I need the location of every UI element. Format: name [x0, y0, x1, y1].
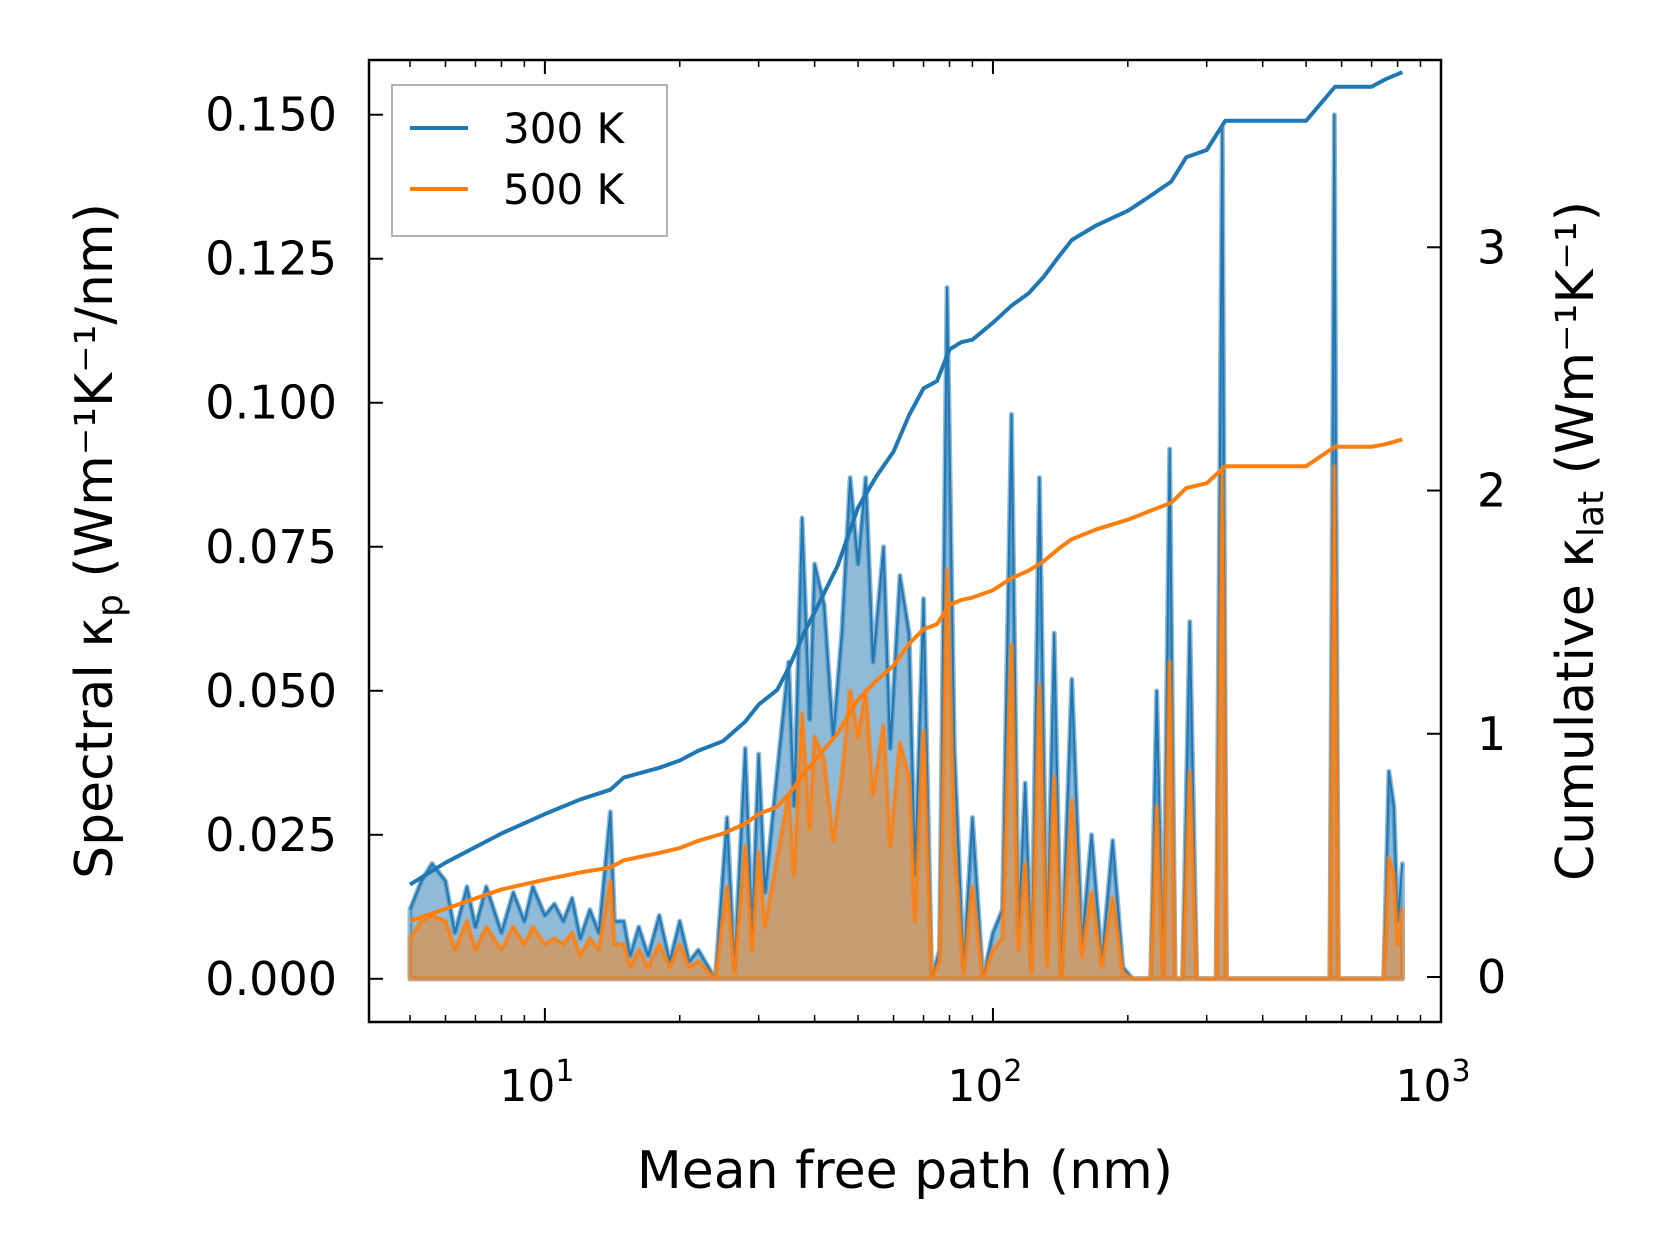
x-tick-label-base: 10 [499, 1061, 555, 1112]
cumulative-layer [408, 70, 1404, 923]
legend: 300 K 500 K [391, 84, 668, 237]
x-tick-label-exp: 2 [1003, 1054, 1022, 1089]
y-right-label-main: Cumulative κ [1546, 537, 1606, 881]
y-left-tick-label: 0.100 [205, 376, 337, 430]
legend-box [391, 84, 668, 237]
x-tick-label-exp: 3 [1451, 1054, 1470, 1089]
y-right-label-sub: lat [1571, 491, 1612, 537]
y-left-label-units: (Wm⁻¹K⁻¹/nm) [65, 203, 125, 577]
cumulative-line-300k [408, 70, 1404, 887]
y-right-label-gap [1546, 474, 1606, 491]
y-left-axis-label: Spectral κp (Wm⁻¹K⁻¹/nm) [65, 203, 131, 879]
legend-label-500k: 500 K [503, 165, 626, 214]
y-left-tick-label: 0.050 [205, 664, 337, 718]
x-tick-label: 103 [1395, 1054, 1470, 1112]
spectral-line-500k [409, 465, 1404, 980]
plot-frame [367, 58, 1443, 1024]
y-left-tick-label: 0.000 [205, 952, 337, 1006]
y-left-tick-label: 0.075 [205, 520, 337, 574]
y-left-label-main: Spectral κ [65, 617, 125, 879]
x-tick-label: 101 [499, 1054, 574, 1112]
y-right-tick-label: 2 [1477, 464, 1506, 518]
y-left-tick-label: 0.025 [205, 808, 337, 862]
cumulative-line-500k [409, 437, 1403, 923]
x-axis-label: Mean free path (nm) [637, 1141, 1173, 1201]
x-tick-label-base: 10 [1395, 1061, 1451, 1112]
y-right-axis-label: Cumulative κlat (Wm⁻¹K⁻¹) [1546, 201, 1612, 881]
y-left-tick-label: 0.125 [205, 232, 337, 286]
spectral-layer [407, 112, 1405, 982]
ticks-layer: 101 102 1030.0000.0250.0500.0750.1000.1250… [205, 60, 1506, 1112]
y-left-label-sub: p [90, 594, 131, 617]
y-right-tick-label: 1 [1477, 707, 1506, 761]
x-tick-label: 102 [947, 1054, 1022, 1112]
y-right-tick-label: 0 [1477, 950, 1506, 1004]
x-tick-label-exp: 1 [555, 1054, 574, 1089]
legend-label-300k: 300 K [503, 104, 626, 153]
y-left-label-gap [65, 578, 125, 595]
y-right-tick-label: 3 [1477, 220, 1506, 274]
y-right-label-units: (Wm⁻¹K⁻¹) [1546, 201, 1606, 474]
y-left-tick-label: 0.150 [205, 88, 337, 142]
x-tick-label-base: 10 [947, 1061, 1003, 1112]
spectral-line-300k [409, 113, 1404, 980]
